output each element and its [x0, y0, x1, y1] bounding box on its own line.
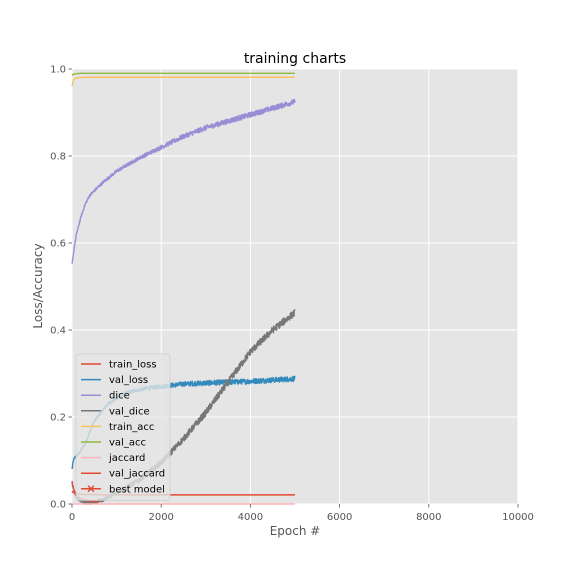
y-tick-label: 0.4: [50, 326, 66, 337]
y-axis-label: Loss/Accuracy: [31, 243, 45, 328]
y-axis-ticks: 0.0 0.2 0.4 0.6 0.8 1.0: [50, 65, 72, 511]
legend-label: jaccard: [108, 453, 145, 464]
legend-label: val_jaccard: [109, 469, 165, 480]
series-line-dice: [71, 98, 296, 264]
legend-label: dice: [109, 391, 130, 402]
legend-label: val_loss: [109, 375, 148, 386]
y-tick-label: 0.8: [50, 152, 66, 163]
y-tick-label: 0.0: [50, 500, 66, 511]
x-tick-label: 0: [69, 512, 75, 523]
x-axis-label: Epoch #: [270, 524, 321, 538]
x-axis-ticks: 0 2000 4000 6000 8000 10000: [69, 504, 534, 523]
x-tick-label: 8000: [416, 512, 441, 523]
x-tick-label: 4000: [238, 512, 263, 523]
legend-label: best model: [109, 484, 165, 495]
x-tick-label: 6000: [327, 512, 352, 523]
legend-box: [75, 353, 171, 501]
x-tick-label: 2000: [148, 512, 173, 523]
legend-label: train_acc: [109, 422, 154, 433]
chart-title: training charts: [244, 51, 346, 67]
legend-label: val_acc: [109, 438, 146, 449]
x-tick-label: 10000: [502, 512, 534, 523]
legend-label: val_dice: [109, 406, 150, 417]
legend-x-marker-icon: [87, 485, 95, 493]
y-tick-label: 1.0: [50, 65, 66, 76]
y-tick-label: 0.2: [50, 413, 66, 424]
series-line-train-acc: [71, 76, 295, 87]
legend-label: train_loss: [109, 360, 157, 371]
series-line-val-acc: [71, 72, 295, 77]
y-tick-label: 0.6: [50, 239, 66, 250]
